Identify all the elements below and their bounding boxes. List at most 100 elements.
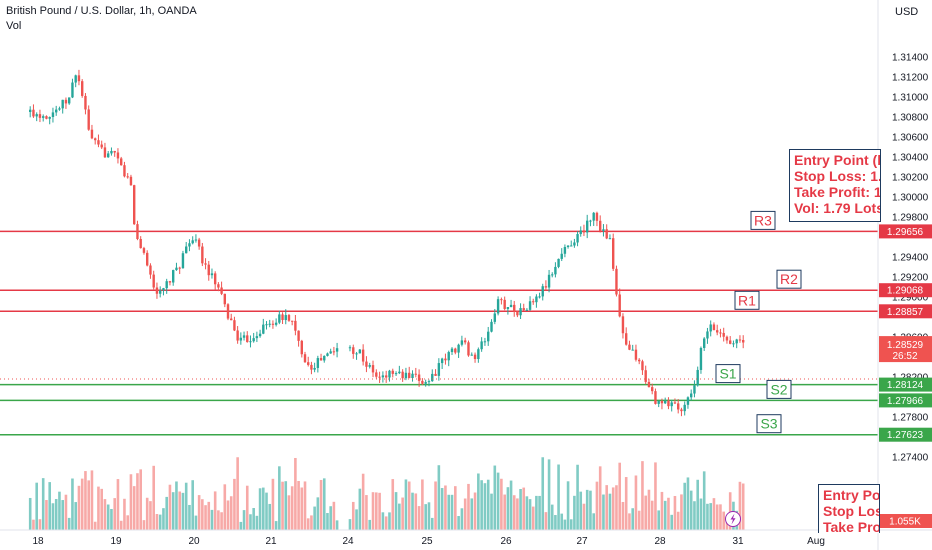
level-price-tag [879, 427, 932, 442]
candle-body [323, 355, 326, 361]
volume-bar [236, 457, 239, 530]
candle-body [434, 373, 437, 376]
volume-bar [618, 462, 621, 530]
time-tick-label: 25 [421, 536, 433, 547]
annotation-line: Stop Loss [823, 503, 879, 519]
candle-body [329, 351, 332, 354]
volume-bar [303, 481, 307, 530]
volume-bar [503, 494, 506, 530]
candle-body [470, 354, 473, 356]
volume-bar [699, 498, 703, 530]
candle-body [602, 229, 605, 231]
time-axis[interactable]: 18 19 20 21 24 25 26 27 28 31 Aug [32, 536, 824, 547]
volume-bar [566, 481, 570, 530]
volume-bar [592, 513, 595, 530]
price-axis[interactable]: 1.31400 1.31200 1.31000 1.30800 1.30600 1.304… [892, 53, 929, 464]
volume-bar [155, 514, 159, 530]
trade-annotation-main: Entry Point (bu Stop Loss: 1.2 Take Prof… [789, 149, 881, 222]
volume-bar [51, 503, 55, 530]
lightning-icon[interactable] [725, 511, 741, 527]
candle-body [516, 311, 519, 316]
volume-bar [628, 513, 631, 530]
candle-body [116, 152, 120, 159]
volume-bar [123, 498, 126, 530]
candle-body [332, 351, 336, 353]
candle-body [94, 138, 97, 141]
candle-body [381, 375, 385, 378]
candle-body [258, 333, 262, 337]
volume-bar [175, 481, 178, 530]
candle-body [450, 348, 454, 353]
volume-bar [368, 519, 372, 530]
candle-body [696, 369, 699, 386]
time-tick-label: 20 [188, 536, 200, 547]
candle-body [712, 324, 716, 331]
volume-bar [242, 510, 246, 530]
annotation-line: Entry Point (bu [794, 152, 880, 168]
candle-body [252, 338, 255, 342]
candle-body [61, 99, 64, 109]
volume-bar [388, 512, 391, 530]
candle-body [217, 284, 220, 288]
candle-body [133, 185, 136, 225]
candle-body [634, 349, 638, 360]
candle-body [35, 114, 38, 117]
candle-body [576, 234, 579, 243]
candle-body [42, 116, 45, 118]
level-lines [0, 230, 878, 436]
candle-body [335, 348, 339, 352]
candle-body [699, 347, 703, 370]
candle-body [181, 253, 185, 269]
volume-bar [384, 516, 388, 530]
candle-body [519, 308, 522, 316]
volume-bar [84, 471, 87, 530]
level-price-tag [879, 283, 932, 298]
candle-body [496, 299, 500, 314]
candle-body [447, 352, 450, 361]
volume-bar [61, 500, 64, 530]
candle-body [680, 409, 683, 412]
volume-bar [171, 492, 175, 530]
volume-bar [404, 479, 408, 530]
candle-body [589, 220, 592, 222]
volume-bar [38, 519, 42, 530]
candle-body [657, 401, 660, 404]
volume-bar [641, 461, 644, 530]
level-price-label: 1.27623 [887, 430, 924, 441]
volume-bar [493, 465, 497, 530]
volume-bar [621, 501, 625, 530]
candle-body [152, 274, 155, 288]
volume-bar [284, 481, 288, 530]
candle-body [427, 381, 431, 383]
candle-body [113, 150, 116, 153]
candle-body [77, 75, 81, 82]
candle-body [175, 267, 178, 271]
volume-bar [683, 482, 686, 530]
candle-body [84, 95, 87, 110]
candle-body [210, 273, 214, 276]
candle-body [123, 165, 126, 177]
candle-body [509, 304, 513, 308]
volume-bar [371, 492, 375, 530]
volume-bar [132, 486, 136, 530]
candle-body [586, 220, 589, 233]
volume-bar [394, 492, 398, 530]
currency-label[interactable]: USD [895, 6, 919, 18]
volume-bar [229, 496, 233, 530]
candle-body [732, 343, 735, 345]
candle-body [32, 109, 35, 117]
volume-bar [265, 492, 268, 530]
volume-bar [689, 490, 693, 530]
volume-bar [64, 494, 68, 530]
candle-body [355, 353, 358, 355]
level-tag-label: R2 [780, 271, 798, 287]
level-price-label: 1.29656 [887, 227, 924, 238]
candle-body [677, 403, 680, 410]
volume-bar [712, 498, 716, 530]
candle-body [522, 308, 525, 311]
volume-bar [528, 499, 532, 530]
candle-body [686, 397, 690, 405]
price-tags: 1.29656 1.29068 1.28857 1.28124 1.27966 1.276… [879, 224, 932, 528]
candle-body [249, 341, 252, 343]
